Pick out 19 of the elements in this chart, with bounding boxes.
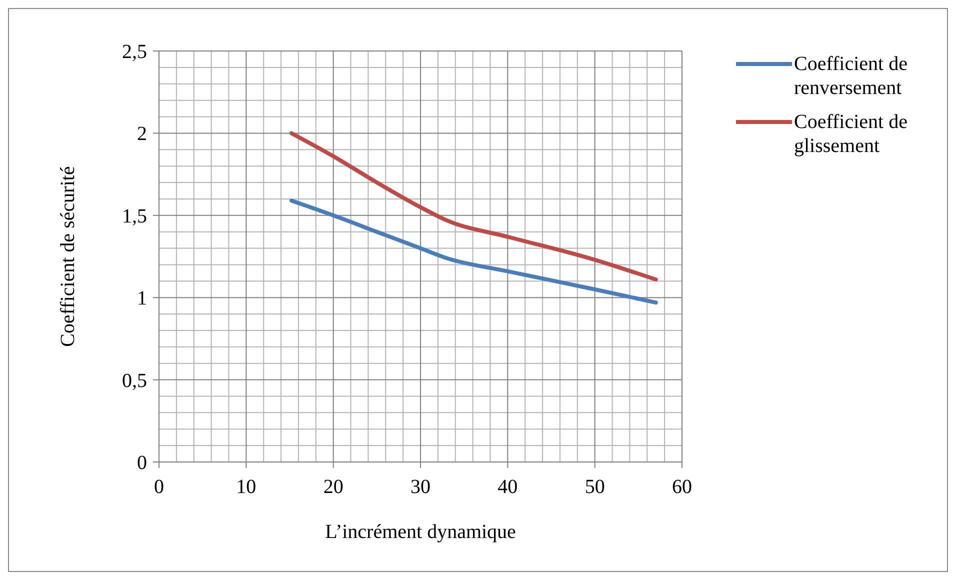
line-series <box>289 198 658 305</box>
x-tick-label: 40 <box>498 476 518 498</box>
y-tick-label: 1 <box>137 288 147 310</box>
y-tick-label: 0,5 <box>122 370 147 392</box>
line-series <box>289 131 658 282</box>
y-axis-title: Coefficient de sécurité <box>57 166 79 347</box>
y-tick-label: 2,5 <box>122 41 147 63</box>
x-tick-label: 20 <box>323 476 344 498</box>
y-tick-label: 0 <box>137 452 147 474</box>
x-tick-label: 50 <box>584 476 605 498</box>
x-axis-title: L’incrément dynamique <box>325 521 516 543</box>
x-tick-label: 10 <box>236 476 256 498</box>
x-tick-label: 60 <box>672 476 692 498</box>
legend-label: Coefficient de renversement <box>794 53 908 99</box>
x-tick-label: 0 <box>154 476 164 498</box>
y-tick-label: 2 <box>137 123 147 146</box>
x-tick-label: 30 <box>410 476 430 498</box>
y-tick-label: 1,5 <box>122 205 147 228</box>
legend-label: Coefficient de glissement <box>794 111 908 157</box>
